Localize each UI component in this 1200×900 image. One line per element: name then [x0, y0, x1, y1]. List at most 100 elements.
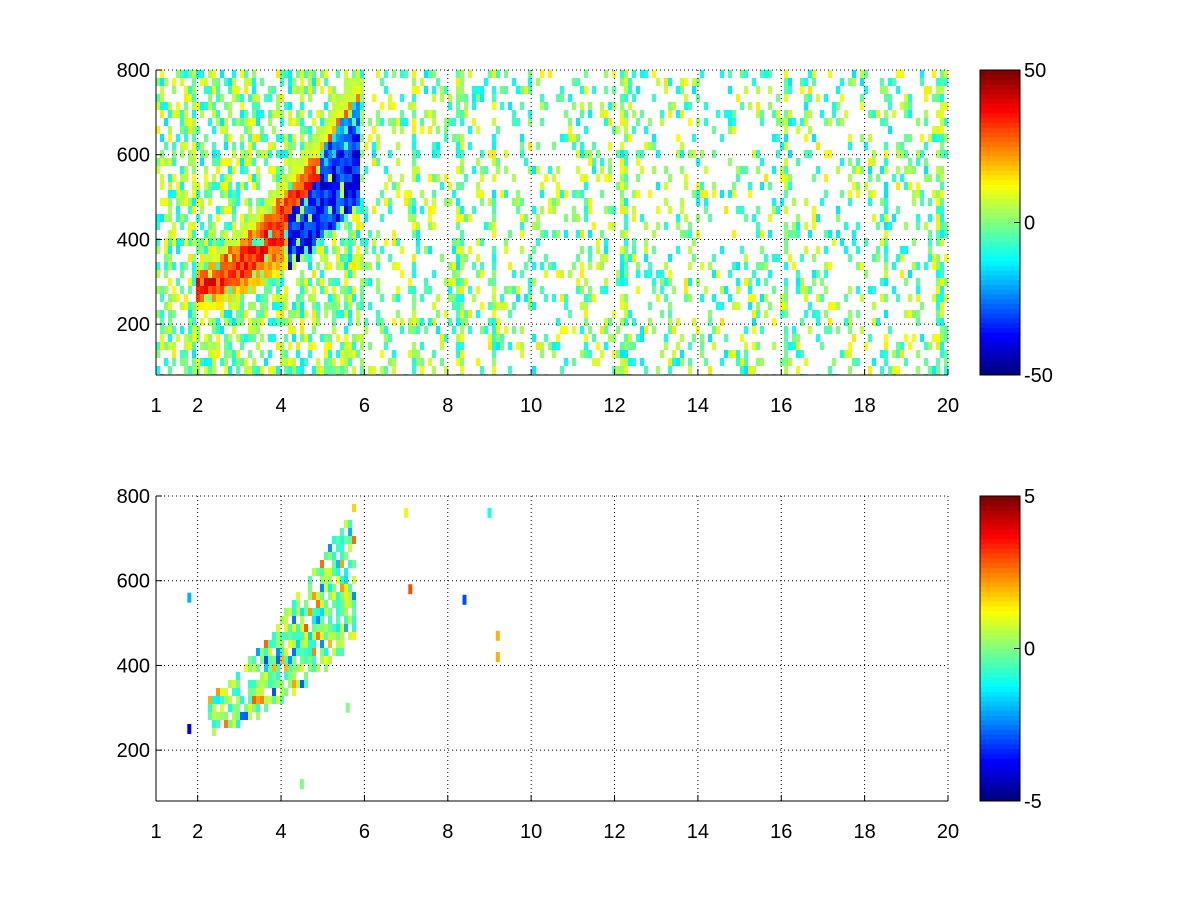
heatmap-cell	[412, 206, 416, 214]
heatmap-cell	[168, 278, 172, 286]
heatmap-cell	[580, 302, 584, 310]
heatmap-cell	[424, 246, 428, 254]
heatmap-cell	[448, 118, 452, 126]
heatmap-cell	[272, 142, 276, 150]
heatmap-cell	[224, 366, 228, 374]
heatmap-cell	[452, 278, 456, 286]
y-tick-label: 400	[117, 655, 150, 677]
heatmap-cell	[160, 294, 164, 302]
heatmap-cell	[932, 366, 936, 374]
heatmap-cell	[456, 70, 460, 78]
colorbar-tick-label: 50	[1024, 60, 1046, 82]
colorbar-swatch	[980, 500, 1020, 507]
heatmap-cell	[252, 86, 256, 94]
heatmap-cell	[836, 230, 840, 238]
heatmap-cell	[592, 158, 596, 166]
heatmap-cell	[848, 254, 852, 262]
heatmap-cell	[784, 294, 788, 302]
heatmap-cell	[848, 158, 852, 166]
heatmap-cell	[340, 94, 344, 102]
heatmap-cell	[708, 334, 712, 342]
heatmap-cell	[940, 198, 944, 206]
heatmap-cell	[320, 560, 324, 568]
heatmap-cell	[340, 158, 344, 166]
heatmap-cell	[320, 190, 324, 198]
heatmap-cell	[884, 230, 888, 238]
heatmap-cell	[192, 142, 196, 150]
heatmap-cell	[172, 110, 176, 118]
colorbar-swatch	[980, 529, 1020, 535]
heatmap-cell	[240, 222, 244, 230]
heatmap-cell	[460, 310, 464, 318]
heatmap-cell	[364, 206, 368, 214]
heatmap-cell	[324, 632, 328, 640]
heatmap-cell	[252, 158, 256, 166]
heatmap-cell	[348, 246, 352, 254]
heatmap-cell	[804, 222, 808, 230]
heatmap-cell	[192, 302, 196, 310]
heatmap-cell	[280, 254, 284, 262]
heatmap-cell	[252, 302, 256, 310]
heatmap-cell	[632, 94, 636, 102]
heatmap-cell	[332, 294, 336, 302]
heatmap-cell	[612, 334, 616, 342]
heatmap-cell	[608, 142, 612, 150]
colorbar-swatch	[980, 203, 1020, 209]
heatmap-cell	[796, 126, 800, 134]
heatmap-cell	[236, 190, 240, 198]
heatmap-cell	[348, 238, 352, 246]
heatmap-cell	[492, 102, 496, 110]
heatmap-cell	[260, 696, 264, 704]
heatmap-cell	[788, 150, 792, 158]
heatmap-cell	[312, 326, 316, 334]
heatmap-cell	[304, 672, 308, 680]
heatmap-cell	[256, 696, 260, 704]
heatmap-cell	[324, 584, 328, 592]
heatmap-cell	[884, 262, 888, 270]
heatmap-cell	[200, 222, 204, 230]
heatmap-cell	[164, 238, 168, 246]
heatmap-cell	[428, 206, 432, 214]
heatmap-cell	[408, 318, 412, 326]
heatmap-cell	[376, 318, 380, 326]
heatmap-cell	[768, 230, 772, 238]
heatmap-cell	[936, 342, 940, 350]
heatmap-cell	[292, 672, 296, 680]
heatmap-cell	[508, 366, 512, 374]
heatmap-cell	[344, 366, 348, 374]
heatmap-cell	[200, 238, 204, 246]
heatmap-cell	[260, 222, 264, 230]
heatmap-cell	[540, 182, 544, 190]
heatmap-cell	[580, 102, 584, 110]
heatmap-cell	[312, 142, 316, 150]
heatmap-cell	[184, 302, 188, 310]
heatmap-cell	[868, 286, 872, 294]
heatmap-cell	[464, 110, 468, 118]
heatmap-cell	[492, 262, 496, 270]
heatmap-cell	[388, 118, 392, 126]
heatmap-cell	[184, 190, 188, 198]
heatmap-cell	[564, 134, 568, 142]
heatmap-cell	[336, 600, 340, 608]
heatmap-cell	[452, 326, 456, 334]
heatmap-cell	[904, 310, 908, 318]
heatmap-cell	[308, 342, 312, 350]
heatmap-cell	[844, 350, 848, 358]
heatmap-cell	[568, 118, 572, 126]
heatmap-cell	[348, 198, 352, 206]
heatmap-cell	[324, 126, 328, 134]
heatmap-cell	[192, 110, 196, 118]
heatmap-cell	[624, 150, 628, 158]
heatmap-cell	[288, 230, 292, 238]
heatmap-cell	[236, 704, 240, 712]
heatmap-cell	[276, 166, 280, 174]
heatmap-cell	[220, 118, 224, 126]
heatmap-cell	[784, 206, 788, 214]
heatmap-cell	[396, 262, 400, 270]
heatmap-cell	[304, 238, 308, 246]
heatmap-cell	[212, 70, 216, 78]
heatmap-cell	[936, 366, 940, 374]
heatmap-cell	[452, 294, 456, 302]
heatmap-cell	[564, 302, 568, 310]
heatmap-cell	[344, 608, 348, 616]
